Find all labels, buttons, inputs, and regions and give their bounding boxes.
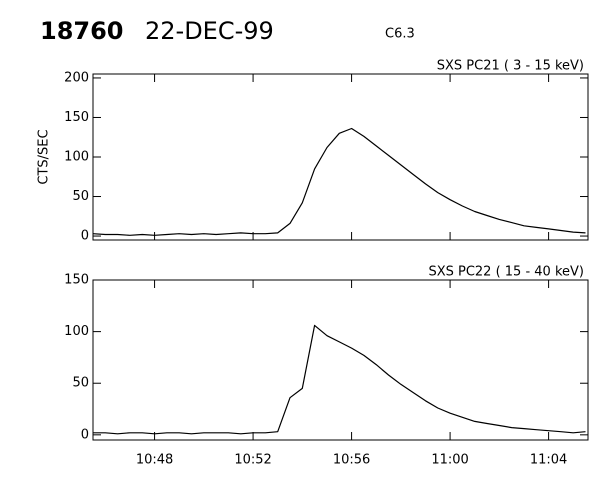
y-tick-label: 100 xyxy=(64,150,89,165)
y-tick-label: 200 xyxy=(64,70,89,85)
x-tick-label: 10:52 xyxy=(234,453,271,468)
plot-frame xyxy=(92,73,589,241)
x-tick-label: 11:00 xyxy=(431,453,468,468)
plot-frame xyxy=(92,279,589,441)
y-tick-label: 50 xyxy=(72,376,89,391)
panel-title: SXS PC22 ( 15 - 40 keV) xyxy=(428,265,584,280)
event-id: 18760 xyxy=(40,17,124,45)
y-axis-label: CTS/SEC xyxy=(37,129,52,184)
y-tick-label: 50 xyxy=(72,189,89,204)
y-tick-label: 100 xyxy=(64,324,89,339)
y-tick-label: 150 xyxy=(64,110,89,125)
data-line xyxy=(93,324,586,435)
y-tick-label: 0 xyxy=(81,229,89,244)
x-tick-label: 10:56 xyxy=(333,453,370,468)
y-tick-label: 0 xyxy=(81,427,89,442)
event-date: 22-DEC-99 xyxy=(145,17,274,45)
data-line xyxy=(92,127,586,236)
flare-class: C6.3 xyxy=(385,27,415,42)
x-tick-label: 10:48 xyxy=(136,453,173,468)
y-tick-label: 150 xyxy=(64,273,89,288)
x-tick-label: 11:04 xyxy=(530,453,567,468)
panel-title: SXS PC21 ( 3 - 15 keV) xyxy=(437,59,584,74)
